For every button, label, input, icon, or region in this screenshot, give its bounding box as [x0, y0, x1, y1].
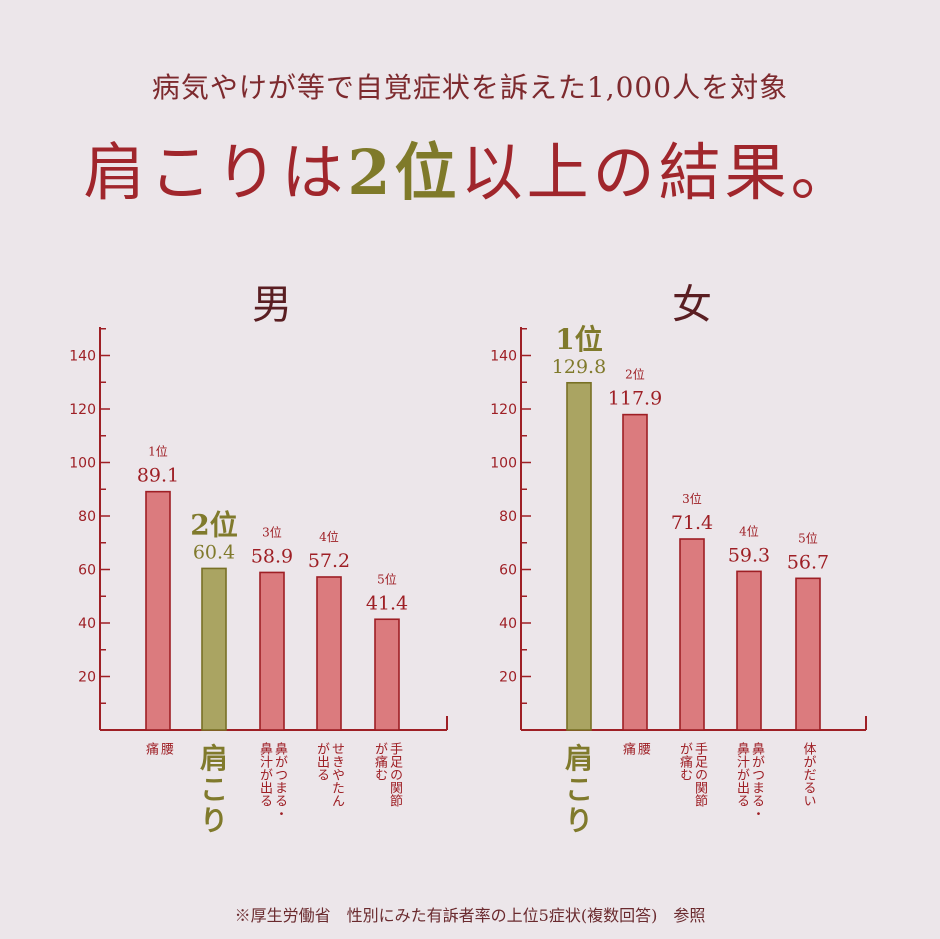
male-category-label-1: 腰: [158, 742, 174, 755]
male-category-label-5: が痛む: [372, 742, 388, 781]
female-y-tick-label: 60: [499, 563, 517, 579]
male-category-label-5: 手足の関節: [387, 742, 403, 807]
male-value-label-5: 41.4: [366, 592, 408, 614]
headline-post: 以上の結果。: [460, 136, 857, 209]
female-bar-2: [622, 413, 648, 731]
female-rank-label-3: 3位: [682, 491, 702, 506]
female-bar-5: [795, 577, 821, 731]
male-y-tick-label: 140: [69, 349, 96, 365]
male-category-label-3: 鼻汁が出る: [257, 741, 273, 807]
male-y-tick-label: 80: [78, 509, 96, 525]
female-category-label-2: 腰: [635, 742, 651, 755]
male-value-label-3: 58.9: [251, 545, 293, 567]
female-category-label-5: 体がだるい: [801, 742, 817, 807]
male-value-label-1: 89.1: [137, 465, 179, 487]
male-rank-label-3: 3位: [262, 524, 282, 539]
female-category-label-1: り: [565, 804, 593, 837]
male-category-label-4: が出る: [314, 742, 330, 781]
male-category-label-2: り: [200, 804, 228, 837]
female-bar-4: [736, 570, 762, 731]
female-rank-label-1: 1位: [555, 323, 602, 356]
male-bar-5: [374, 618, 400, 731]
female-value-label-4: 59.3: [728, 544, 770, 566]
footnote: ※厚生労働省 性別にみた有訴者率の上位5症状(複数回答) 参照: [234, 906, 706, 925]
female-category-label-1: こ: [565, 773, 593, 806]
male-category-label-2: 肩: [200, 742, 228, 775]
male-rank-label-4: 4位: [319, 529, 339, 544]
headline-pre: 肩こりは: [83, 136, 348, 209]
male-value-label-4: 57.2: [308, 550, 350, 572]
female-y-tick-label: 20: [499, 670, 517, 686]
male-y-tick-label: 120: [69, 402, 96, 418]
female-y-tick-label: 80: [499, 509, 517, 525]
male-rank-label-2: 2位: [190, 508, 237, 541]
female-category-label-3: が痛む: [677, 742, 693, 781]
female-y-tick-label: 40: [499, 616, 517, 632]
headline-highlight: 2位: [347, 136, 461, 209]
female-value-label-3: 71.4: [671, 512, 713, 534]
male-bar-2: [201, 567, 227, 731]
female-bar-1: [566, 381, 592, 731]
female-category-label-2: 痛: [620, 741, 636, 756]
headline: 肩こりは2位以上の結果。: [0, 122, 940, 212]
female-y-tick-label: 120: [490, 402, 517, 418]
female-category-label-3: 手足の関節: [692, 742, 708, 807]
female-value-label-5: 56.7: [787, 551, 829, 573]
male-bar-1: [145, 490, 171, 731]
male-rank-label-1: 1位: [148, 444, 168, 459]
male-category-label-4: せきやたん: [329, 742, 345, 807]
female-category-label-4: 鼻汁が出る: [734, 741, 750, 807]
subtitle: 病気やけが等で自覚症状を訴えた1,000人を対象: [151, 71, 789, 104]
male-y-tick-label: 60: [78, 563, 96, 579]
female-bar-3: [679, 538, 705, 731]
female-y-tick-label: 140: [490, 349, 517, 365]
male-chart-title: 男: [252, 282, 292, 328]
male-y-tick-label: 40: [78, 616, 96, 632]
female-rank-label-4: 4位: [739, 523, 759, 538]
female-value-label-2: 117.9: [608, 388, 662, 410]
female-category-label-1: 肩: [565, 742, 593, 775]
female-rank-label-5: 5位: [798, 530, 818, 545]
female-y-tick-label: 100: [490, 456, 517, 472]
male-y-tick-label: 20: [78, 670, 96, 686]
female-value-label-1: 129.8: [552, 356, 606, 378]
male-y-tick-label: 100: [69, 456, 96, 472]
male-bar-4: [316, 576, 342, 731]
female-chart-title: 女: [672, 282, 712, 328]
male-rank-label-5: 5位: [377, 571, 397, 586]
male-category-label-3: 鼻がつまる・: [272, 741, 288, 820]
male-category-label-1: 痛: [143, 741, 159, 756]
female-category-label-4: 鼻がつまる・: [749, 741, 765, 820]
male-value-label-2: 60.4: [193, 541, 235, 563]
male-category-label-2: こ: [200, 773, 228, 806]
male-bar-3: [259, 571, 285, 731]
female-rank-label-2: 2位: [625, 367, 645, 382]
